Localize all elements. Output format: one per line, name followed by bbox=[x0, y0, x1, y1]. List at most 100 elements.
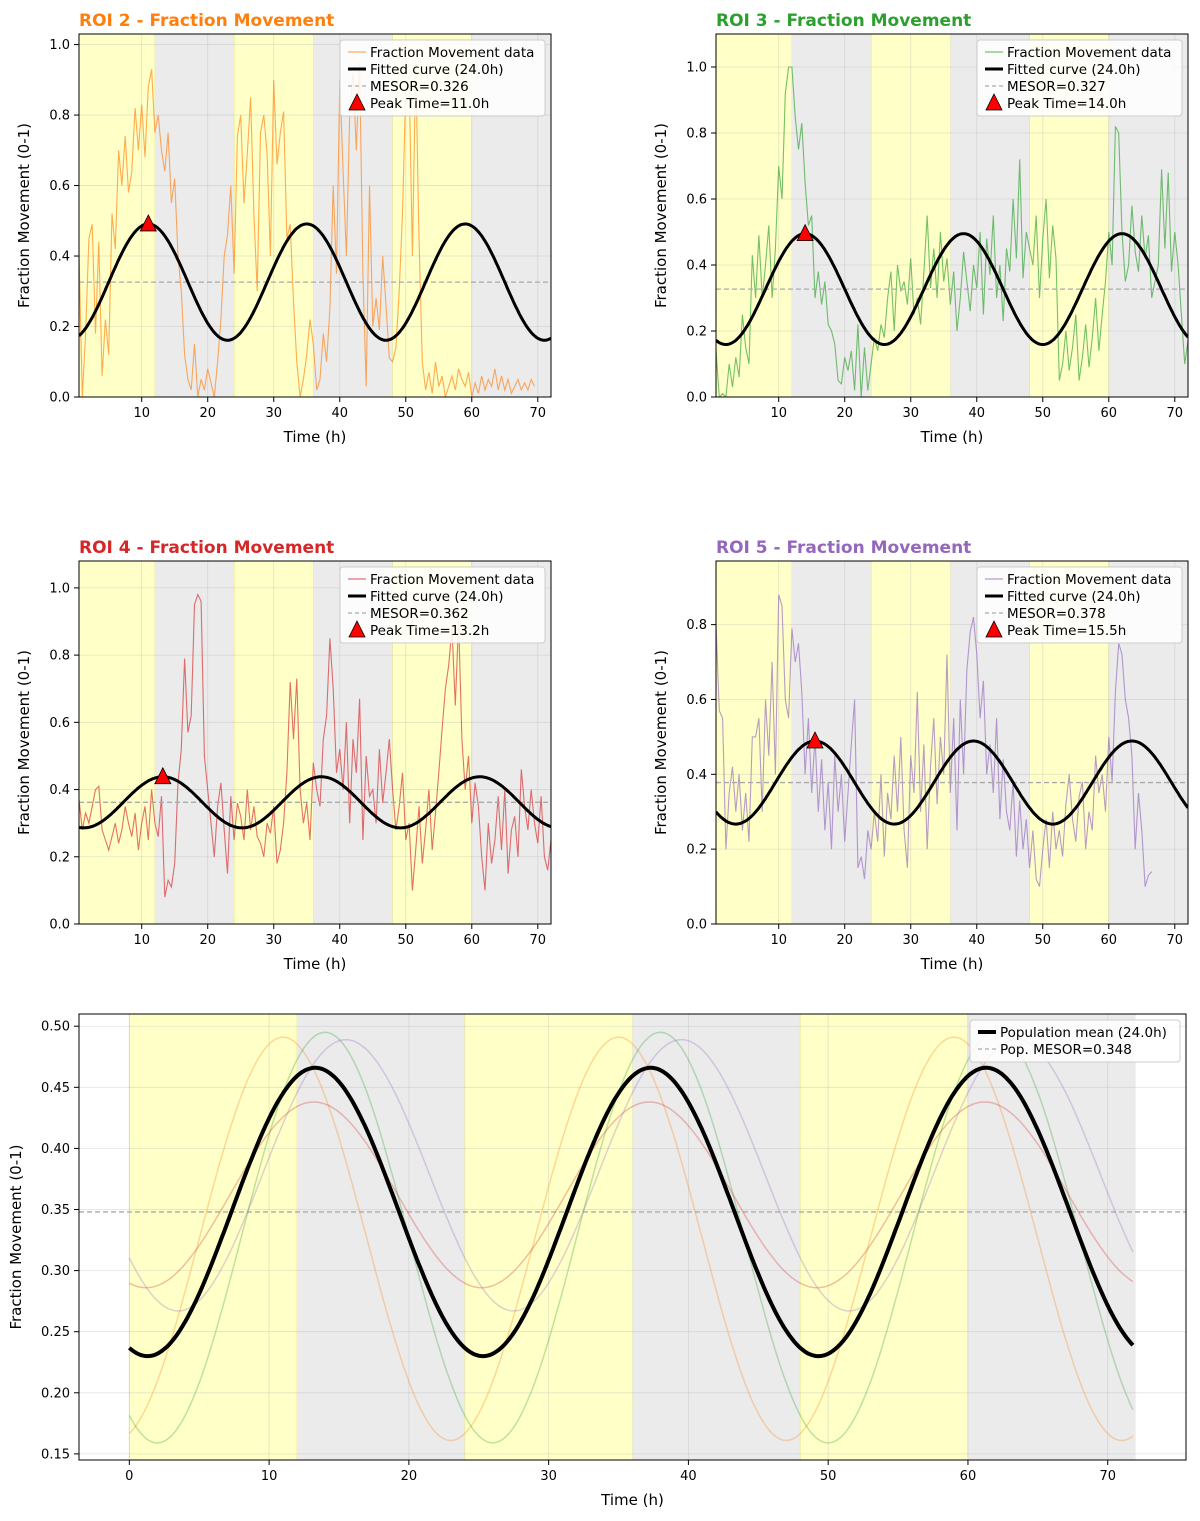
y-tick-label: 0.15 bbox=[41, 1447, 70, 1462]
x-tick-label: 20 bbox=[199, 933, 216, 948]
x-tick-label: 40 bbox=[331, 406, 348, 421]
axes-frame bbox=[715, 560, 1189, 925]
x-tick-label: 40 bbox=[680, 1469, 697, 1484]
fitted-curve bbox=[79, 222, 551, 342]
x-tick-label: 50 bbox=[1034, 406, 1051, 421]
x-axis-label: Time (h) bbox=[283, 955, 347, 973]
x-tick-label: 60 bbox=[1101, 406, 1118, 421]
x-tick-label: 70 bbox=[530, 406, 547, 421]
legend-label: MESOR=0.326 bbox=[370, 79, 469, 95]
band-light-0 bbox=[716, 561, 793, 924]
band-light-0 bbox=[79, 34, 156, 397]
y-tick-label: 0.30 bbox=[41, 1264, 70, 1279]
data-series-line bbox=[79, 62, 535, 397]
x-tick-label: 30 bbox=[902, 406, 919, 421]
chart-title: ROI 4 - Fraction Movement bbox=[79, 538, 334, 558]
legend-label: MESOR=0.362 bbox=[370, 606, 469, 622]
legend: Population mean (24.0h)Pop. MESOR=0.348 bbox=[969, 1019, 1181, 1063]
legend-label: Fraction Movement data bbox=[370, 572, 534, 588]
peak-marker bbox=[139, 214, 157, 232]
axes-frame bbox=[78, 560, 552, 925]
legend-box bbox=[339, 566, 546, 644]
band-dark-1 bbox=[154, 34, 235, 397]
roi-fit-curve-3 bbox=[128, 1031, 1134, 1444]
y-axis-label: Fraction Movement (0-1) bbox=[652, 123, 670, 308]
y-tick-label: 0.35 bbox=[41, 1203, 70, 1218]
roi-fit-curve-4 bbox=[128, 1101, 1134, 1289]
y-tick-label: 0.2 bbox=[686, 843, 707, 858]
chart-panel-5: 0 10 20 30 40 50 60 70 0.15 0.20 0.25 0.30 0.35 0.40 0… bbox=[7, 1013, 1187, 1509]
x-tick-label: 70 bbox=[530, 933, 547, 948]
y-tick-label: 1.0 bbox=[49, 581, 70, 596]
band-light-2 bbox=[464, 1014, 633, 1460]
chart-panel-3: 10 20 30 40 50 60 70 0.0 0.2 0.4 0.6 0.8 1.0 Time (h)… bbox=[15, 538, 552, 973]
y-tick-label: 0.6 bbox=[49, 716, 70, 731]
band-dark-3 bbox=[632, 1014, 801, 1460]
y-tick-label: 0.25 bbox=[41, 1325, 70, 1340]
y-axis-label: Fraction Movement (0-1) bbox=[7, 1144, 25, 1329]
legend-label: Fitted curve (24.0h) bbox=[370, 62, 504, 78]
y-tick-label: 0.0 bbox=[49, 391, 70, 406]
x-tick-label: 60 bbox=[464, 933, 481, 948]
x-tick-label: 0 bbox=[125, 1469, 133, 1484]
x-tick-label: 50 bbox=[397, 406, 414, 421]
data-series-line bbox=[716, 594, 1153, 887]
peak-marker bbox=[806, 731, 824, 749]
y-tick-label: 0.0 bbox=[49, 918, 70, 933]
x-tick-label: 60 bbox=[960, 1469, 977, 1484]
fitted-curve bbox=[716, 232, 1188, 346]
y-tick-label: 0.20 bbox=[41, 1386, 70, 1401]
roi-fit-curve-2 bbox=[128, 1036, 1134, 1442]
x-tick-label: 20 bbox=[199, 406, 216, 421]
y-tick-label: 1.0 bbox=[49, 38, 70, 53]
peak-marker bbox=[154, 766, 172, 785]
x-tick-label: 30 bbox=[265, 406, 282, 421]
legend-label: Peak Time=11.0h bbox=[370, 96, 489, 112]
x-tick-label: 20 bbox=[836, 406, 853, 421]
x-tick-label: 20 bbox=[401, 1469, 418, 1484]
y-tick-label: 0.4 bbox=[49, 783, 70, 798]
y-tick-label: 0.6 bbox=[686, 693, 707, 708]
chart-title: ROI 2 - Fraction Movement bbox=[79, 11, 334, 31]
y-axis-label: Fraction Movement (0-1) bbox=[15, 123, 33, 308]
legend-swatch-peak bbox=[985, 620, 1003, 638]
legend-label: Peak Time=13.2h bbox=[370, 623, 489, 639]
chart-title: ROI 3 - Fraction Movement bbox=[716, 11, 971, 31]
x-tick-label: 50 bbox=[1034, 933, 1051, 948]
x-tick-label: 70 bbox=[1099, 1469, 1116, 1484]
legend-label: Peak Time=15.5h bbox=[1007, 623, 1126, 639]
x-tick-label: 40 bbox=[331, 933, 348, 948]
axes-frame bbox=[715, 33, 1189, 398]
y-tick-label: 1.0 bbox=[686, 61, 707, 76]
legend-label: Population mean (24.0h) bbox=[1000, 1025, 1167, 1041]
x-axis-label: Time (h) bbox=[920, 428, 984, 446]
y-tick-label: 0.4 bbox=[686, 768, 707, 783]
legend-label: Fraction Movement data bbox=[370, 45, 534, 61]
x-tick-label: 10 bbox=[133, 406, 150, 421]
x-tick-label: 10 bbox=[261, 1469, 278, 1484]
y-tick-label: 0.8 bbox=[49, 649, 70, 664]
legend-label: Fraction Movement data bbox=[1007, 572, 1171, 588]
x-tick-label: 40 bbox=[968, 933, 985, 948]
y-tick-label: 0.45 bbox=[41, 1081, 70, 1096]
x-tick-label: 10 bbox=[770, 406, 787, 421]
x-tick-label: 70 bbox=[1167, 406, 1184, 421]
y-tick-label: 0.2 bbox=[49, 850, 70, 865]
plot-area bbox=[79, 1014, 1186, 1460]
legend-swatch-peak bbox=[985, 93, 1003, 111]
y-tick-label: 0.4 bbox=[686, 259, 707, 274]
y-tick-label: 0.40 bbox=[41, 1142, 70, 1157]
x-tick-label: 50 bbox=[397, 933, 414, 948]
y-tick-label: 0.2 bbox=[49, 320, 70, 335]
x-tick-label: 70 bbox=[1167, 933, 1184, 948]
y-tick-label: 0.50 bbox=[41, 1020, 70, 1035]
legend-label: MESOR=0.327 bbox=[1007, 79, 1106, 95]
legend-box bbox=[976, 39, 1183, 117]
axes-frame bbox=[78, 1013, 1187, 1461]
legend-label: Fraction Movement data bbox=[1007, 45, 1171, 61]
x-tick-label: 60 bbox=[464, 406, 481, 421]
